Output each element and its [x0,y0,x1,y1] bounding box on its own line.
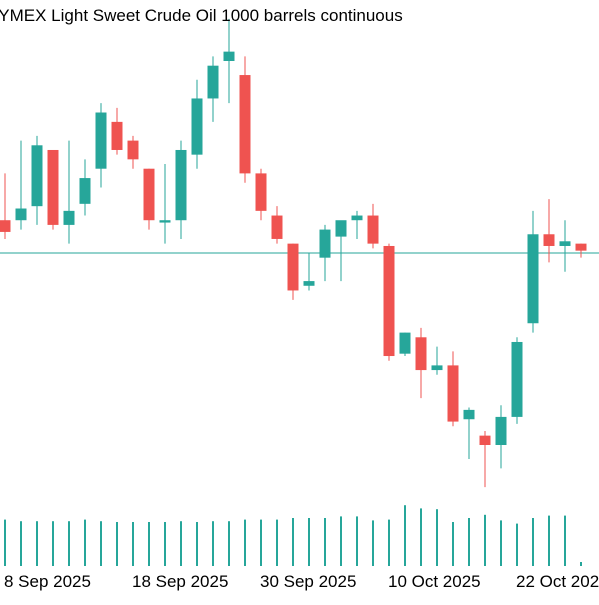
candle-body-up [303,281,315,286]
candle-body-up [351,215,363,221]
candle-body-down [447,365,459,422]
candle-body-down [271,215,283,239]
x-tick-label: 22 Oct 2025 [516,572,599,591]
candle-body-down [0,220,11,232]
candle-body-down [111,121,123,150]
candle-body-up [495,416,507,445]
candle-body-up [223,51,235,61]
candle-body-up [175,149,187,221]
chart-title: NYMEX Light Sweet Crude Oil 1000 barrels… [0,6,403,25]
candle-body-down [47,149,59,225]
candle-body-down [239,75,251,174]
candle-body-up [319,229,331,258]
x-tick-label: 18 Sep 2025 [132,572,229,591]
candle-body-up [79,178,91,204]
candle-body-down [575,243,587,251]
candle-body-down [287,243,299,291]
candle-body-up [63,210,75,225]
candle-body-up [207,65,219,99]
candle-body-up [15,208,27,221]
candle-body-up [95,112,107,169]
candle-body-down [255,173,267,211]
candle-body-up [335,220,347,237]
candle-body-up [399,332,411,354]
candle-body-up [431,365,443,371]
x-tick-label: 8 Sep 2025 [4,572,91,591]
candle-body-up [511,341,523,417]
candle-body-down [127,140,139,160]
candle-body-up [159,220,171,223]
candle-body-up [527,234,539,324]
candle-body-down [543,234,555,246]
x-tick-label: 30 Sep 2025 [260,572,357,591]
candle-body-down [383,245,395,357]
candle-body-up [559,241,571,246]
candle-body-down [143,168,155,221]
candle-body-down [367,215,379,244]
candle-body-up [463,409,475,420]
candle-body-up [31,145,43,207]
candle-body-down [415,337,427,371]
candle-body-down [479,435,491,445]
x-tick-label: 10 Oct 2025 [388,572,481,591]
candle-body-up [191,98,203,155]
